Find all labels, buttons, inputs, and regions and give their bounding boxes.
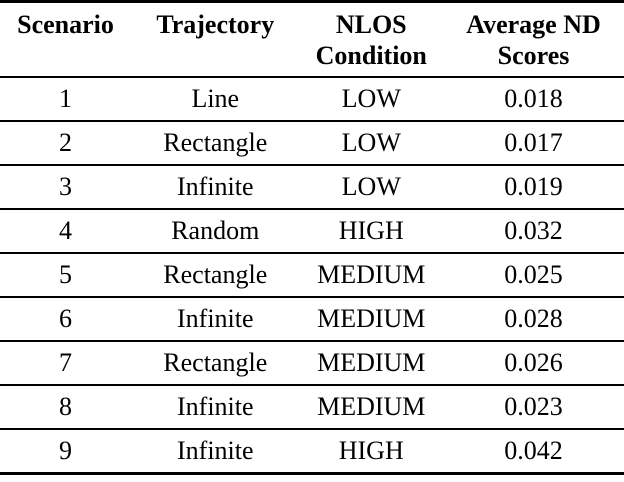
cell-scenario: 5 (0, 253, 132, 298)
cell-scenario: 3 (0, 165, 132, 210)
column-header-nlos-condition: NLOS Condition (299, 1, 444, 78)
cell-nlos: MEDIUM (299, 297, 444, 342)
column-header-trajectory: Trajectory (131, 1, 300, 78)
column-header-label: Average ND (466, 10, 601, 39)
cell-score: 0.026 (443, 341, 624, 386)
table-row: 9 Infinite HIGH 0.042 (0, 429, 624, 474)
table-row: 7 Rectangle MEDIUM 0.026 (0, 341, 624, 386)
cell-trajectory: Rectangle (131, 253, 300, 298)
column-header-scenario: Scenario (0, 1, 132, 78)
cell-score: 0.032 (443, 209, 624, 254)
cell-trajectory: Rectangle (131, 121, 300, 166)
cell-scenario: 7 (0, 341, 132, 386)
column-header-label-line2: Condition (315, 41, 427, 70)
header-row: Scenario Trajectory NLOS Condition Avera… (0, 1, 624, 78)
table-row: 3 Infinite LOW 0.019 (0, 165, 624, 210)
cell-scenario: 1 (0, 77, 132, 122)
cell-trajectory: Rectangle (131, 341, 300, 386)
cell-score: 0.017 (443, 121, 624, 166)
cell-nlos: MEDIUM (299, 253, 444, 298)
cell-score: 0.023 (443, 385, 624, 430)
cell-score: 0.028 (443, 297, 624, 342)
cell-score: 0.025 (443, 253, 624, 298)
table-row: 4 Random HIGH 0.032 (0, 209, 624, 254)
cell-trajectory: Infinite (131, 297, 300, 342)
cell-trajectory: Infinite (131, 165, 300, 210)
cell-trajectory: Line (131, 77, 300, 122)
cell-score: 0.018 (443, 77, 624, 122)
cell-nlos: HIGH (299, 209, 444, 254)
table-row: 8 Infinite MEDIUM 0.023 (0, 385, 624, 430)
column-header-label: NLOS (335, 10, 407, 39)
cell-nlos: MEDIUM (299, 385, 444, 430)
cell-nlos: LOW (299, 121, 444, 166)
table-row: 2 Rectangle LOW 0.017 (0, 121, 624, 166)
table-row: 5 Rectangle MEDIUM 0.025 (0, 253, 624, 298)
cell-nlos: MEDIUM (299, 341, 444, 386)
cell-scenario: 6 (0, 297, 132, 342)
cell-trajectory: Infinite (177, 436, 254, 465)
cell-score: 0.019 (443, 165, 624, 210)
column-header-label-line2: Scores (497, 41, 570, 70)
cell-scenario: 2 (0, 121, 132, 166)
cell-scenario: 8 (0, 385, 132, 430)
cell-nlos: LOW (299, 77, 444, 122)
column-header-label: Trajectory (156, 10, 275, 39)
column-header-average-nd-scores: Average ND Scores (443, 1, 624, 78)
cell-trajectory: Random (131, 209, 300, 254)
table-row: 6 Infinite MEDIUM 0.028 (0, 297, 624, 342)
cell-scenario: 9 (59, 436, 73, 465)
cell-nlos: LOW (299, 165, 444, 210)
table-row: 1 Line LOW 0.018 (0, 77, 624, 122)
cell-scenario: 4 (0, 209, 132, 254)
cell-score: 0.042 (504, 436, 563, 465)
cell-trajectory: Infinite (131, 385, 300, 430)
column-header-label: Scenario (17, 10, 114, 39)
cell-nlos: HIGH (338, 436, 404, 465)
